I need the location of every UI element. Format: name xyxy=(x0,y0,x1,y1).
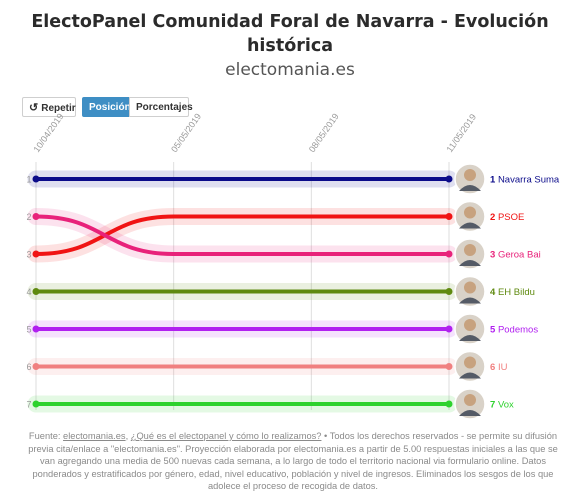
avatar-face-iu xyxy=(464,356,476,369)
avatar-body-navarra-suma xyxy=(459,185,481,191)
percent-toggle-button[interactable]: Porcentajes xyxy=(129,97,193,117)
footer-link-source[interactable]: electomania.es xyxy=(63,431,126,441)
rank-tick-label: 3 xyxy=(26,250,31,260)
series-label-geroa-bai: 3 Geroa Bai xyxy=(490,250,541,261)
series-name: Geroa Bai xyxy=(498,250,541,261)
series-end-dot-psoe xyxy=(445,213,453,220)
series-label-vox: 7 Vox xyxy=(490,400,514,411)
series-line-psoe xyxy=(34,214,451,256)
position-toggle-button[interactable]: Posición xyxy=(82,97,131,117)
chart-title-line2: histórica xyxy=(246,36,334,56)
footer-link-methodology[interactable]: ¿Qué es el electopanel y cómo lo realiza… xyxy=(130,431,322,441)
series-rank: 3 xyxy=(490,250,498,261)
series-start-dot-geroa-bai xyxy=(32,213,40,220)
series-start-dot-navarra-suma xyxy=(32,175,40,183)
replay-button[interactable]: ↺ Repetir xyxy=(22,97,76,117)
series-name: Navarra Suma xyxy=(498,175,560,186)
avatar-face-eh-bildu xyxy=(464,281,476,294)
chart-title-line1: ElectoPanel Comunidad Foral de Navarra -… xyxy=(31,12,549,32)
replay-label: Repetir xyxy=(41,103,76,114)
series-start-dot-iu xyxy=(32,363,40,370)
series-line-geroa-bai xyxy=(34,214,451,256)
series-start-dot-eh-bildu xyxy=(32,288,40,295)
avatar-face-vox xyxy=(464,394,476,406)
series-name: EH Bildu xyxy=(498,287,535,298)
footer-sep: , xyxy=(125,431,131,441)
footer-text: • Todos los derechos reservados - se per… xyxy=(28,431,558,491)
series-name: PSOE xyxy=(498,212,524,223)
avatar-face-geroa-bai xyxy=(464,244,476,256)
avatar-body-geroa-bai xyxy=(459,260,481,266)
avatar-face-navarra-suma xyxy=(464,169,476,181)
avatar-body-podemos xyxy=(459,335,481,341)
avatar-face-podemos xyxy=(464,319,476,331)
series-name: Podemos xyxy=(498,325,538,336)
x-tick-label: 08/05/2019 xyxy=(307,112,341,155)
series-start-dot-vox xyxy=(32,400,40,408)
x-tick-label: 10/04/2019 xyxy=(31,112,65,155)
rank-tick-label: 6 xyxy=(26,362,31,372)
series-start-dot-podemos xyxy=(32,325,40,333)
series-end-dot-vox xyxy=(445,400,453,408)
rank-tick-label: 1 xyxy=(26,175,31,185)
series-label-eh-bildu: 4 EH Bildu xyxy=(490,287,535,298)
series-start-dot-psoe xyxy=(32,250,40,258)
series-name: Vox xyxy=(498,400,514,411)
series-label-podemos: 5 Podemos xyxy=(490,325,538,336)
rank-tick-label: 2 xyxy=(26,212,31,222)
chart-subtitle: electomania.es xyxy=(225,60,355,80)
series-label-iu: 6 IU xyxy=(490,362,508,373)
chart-title: ElectoPanel Comunidad Foral de Navarra -… xyxy=(0,10,580,58)
series-label-navarra-suma: 1 Navarra Suma xyxy=(490,175,560,186)
avatar-body-eh-bildu xyxy=(459,297,481,304)
x-tick-label: 05/05/2019 xyxy=(169,112,203,155)
rank-tick-label: 5 xyxy=(26,325,31,335)
series-end-dot-iu xyxy=(445,363,453,370)
series-name: IU xyxy=(498,362,508,373)
footer-note: Fuente: electomania.es, ¿Qué es el elect… xyxy=(28,430,558,493)
rank-tick-label: 4 xyxy=(26,287,31,297)
series-rank: 7 xyxy=(490,400,498,411)
series-end-dot-navarra-suma xyxy=(445,175,453,183)
series-rank: 4 xyxy=(490,287,498,298)
avatar-body-vox xyxy=(459,410,481,416)
series-label-psoe: 2 PSOE xyxy=(490,212,524,223)
series-rank: 1 xyxy=(490,175,498,186)
footer-prefix: Fuente: xyxy=(28,431,64,441)
replay-icon: ↺ xyxy=(29,102,39,114)
rank-tick-label: 7 xyxy=(26,400,31,410)
avatar-body-iu xyxy=(459,372,481,379)
series-end-dot-eh-bildu xyxy=(445,288,453,295)
series-rank: 2 xyxy=(490,212,498,223)
series-rank: 6 xyxy=(490,362,498,373)
avatar-face-psoe xyxy=(464,206,476,219)
series-rank: 5 xyxy=(490,325,498,336)
avatar-body-psoe xyxy=(459,222,481,229)
x-tick-label: 11/05/2019 xyxy=(444,112,478,154)
series-end-dot-geroa-bai xyxy=(445,250,453,258)
series-end-dot-podemos xyxy=(445,325,453,333)
